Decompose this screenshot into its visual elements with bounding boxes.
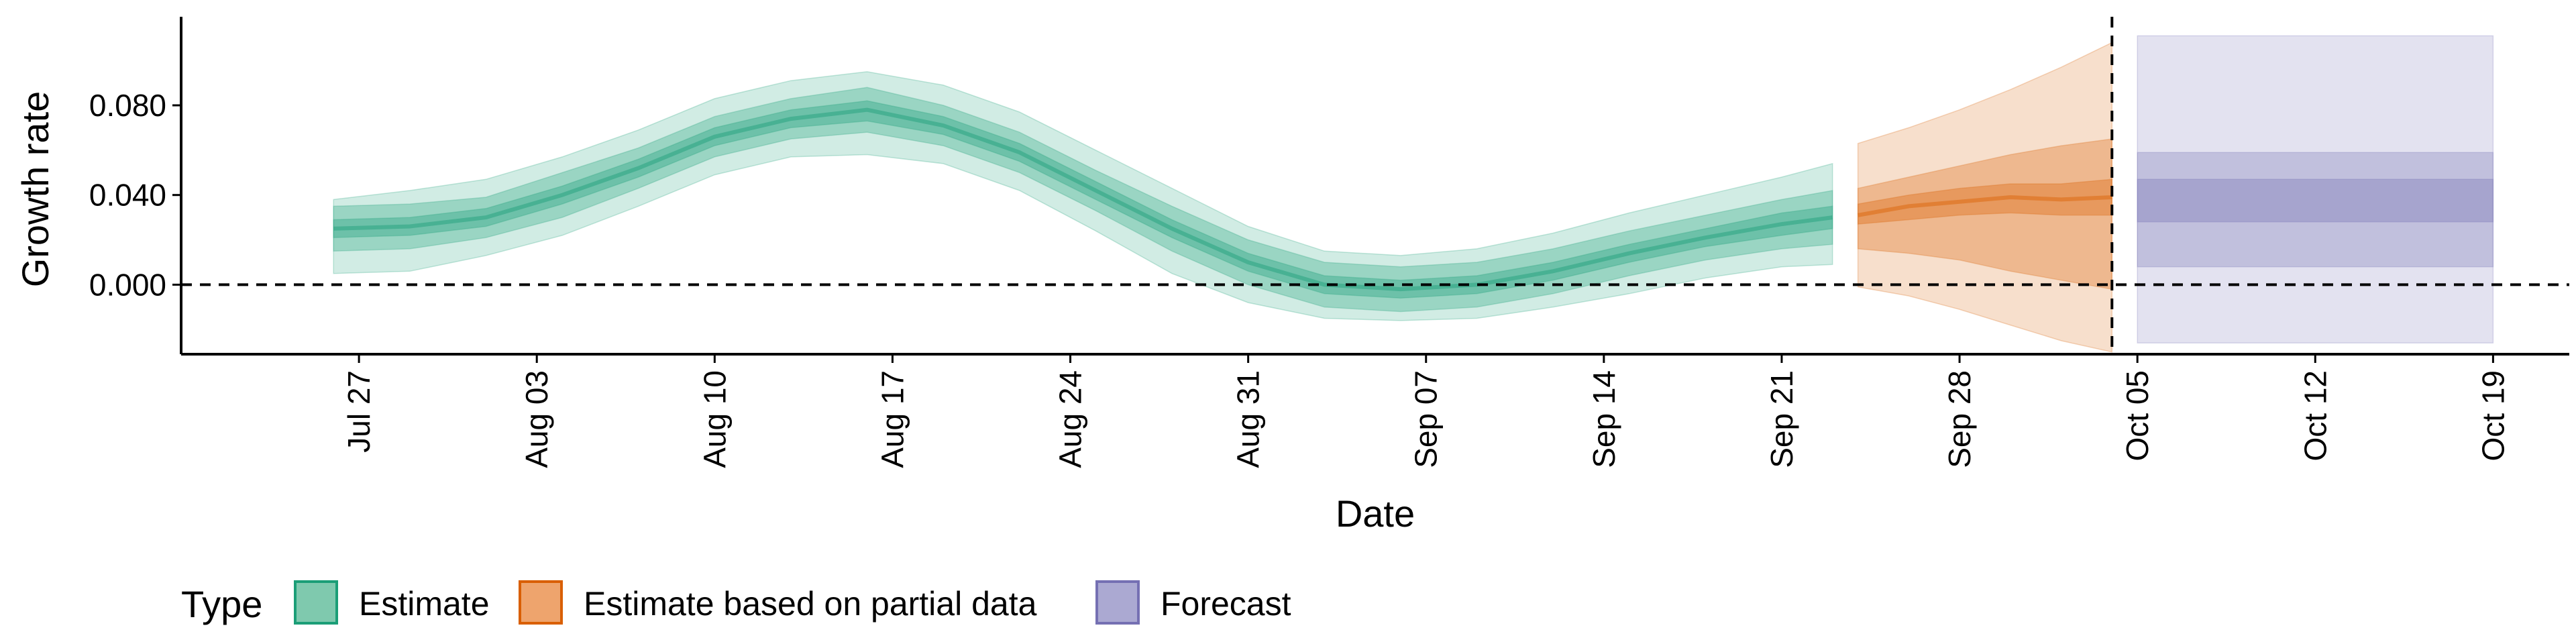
x-tick-label: Sep 07: [1409, 370, 1444, 468]
forecast-band-inner: [2137, 178, 2494, 223]
x-tick-label: Sep 14: [1587, 370, 1621, 468]
estimate-based-on-partial-data-band-outer: [1857, 42, 2113, 353]
x-tick-label: Oct 19: [2475, 370, 2510, 462]
x-tick-label: Aug 17: [875, 370, 910, 468]
legend: Type Estimate Estimate based on partial d…: [181, 580, 1291, 625]
forecast-band-outer: [2137, 35, 2494, 344]
y-tick-label: 0.000: [89, 267, 166, 302]
y-tick-label: 0.040: [89, 178, 166, 213]
estimate-band-inner: [333, 100, 1833, 299]
legend-key-estimate: [294, 580, 338, 625]
legend-label-estimate-based-on-partial-data: Estimate based on partial data: [584, 585, 1037, 623]
x-tick-label: Sep 28: [1942, 370, 1977, 468]
y-tick-label: 0.080: [89, 88, 166, 123]
estimate-band-outer: [333, 71, 1833, 321]
x-tick-label: Aug 10: [697, 370, 732, 468]
median-lines: [333, 107, 2112, 292]
x-axis-title: Date: [1336, 492, 1415, 535]
uncertainty-bands: [333, 35, 2494, 353]
y-axis-title: Growth rate: [14, 91, 56, 288]
axes: 0.000 0.040 0.080 Jul 27 Aug 03 Aug 10 Aug 17 A…: [89, 17, 2569, 468]
x-tick-label: Sep 21: [1764, 370, 1799, 468]
legend-label-forecast: Forecast: [1161, 585, 1291, 623]
x-tick-label: Aug 24: [1053, 370, 1088, 468]
reference-lines: [181, 17, 2569, 354]
x-tick-label: Oct 05: [2120, 370, 2155, 462]
x-tick-label: Oct 12: [2298, 370, 2332, 462]
forecast-band-mid: [2137, 152, 2494, 268]
x-tick-label: Jul 27: [341, 370, 376, 453]
x-tick-label: Aug 03: [519, 370, 554, 468]
legend-title: Type: [181, 583, 262, 625]
legend-key-estimate-based-on-partial-data: [519, 580, 563, 625]
estimate-based-on-partial-data-median-line: [1858, 195, 2112, 217]
estimate-band-mid: [333, 87, 1833, 313]
legend-label-estimate: Estimate: [359, 585, 490, 623]
legend-key-forecast: [1095, 580, 1140, 625]
estimate-median-line: [333, 107, 1833, 292]
x-tick-label: Aug 31: [1231, 370, 1266, 468]
